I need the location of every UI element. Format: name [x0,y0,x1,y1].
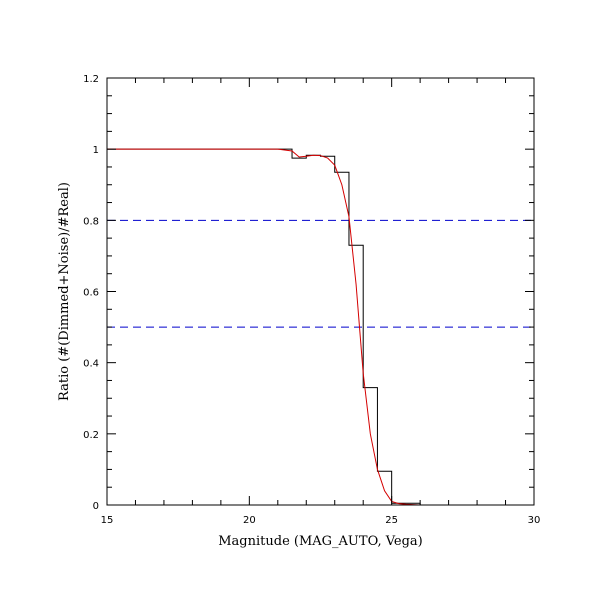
x-axis-label: Magnitude (MAG_AUTO, Vega) [218,534,423,549]
x-tick-label: 30 [528,515,541,526]
fit-curve-series [107,148,534,506]
y-axis-label: Ratio (#(Dimmed+Noise)/#Real) [57,182,72,401]
plot-area [107,148,534,506]
x-tick-label: 15 [101,515,114,526]
y-tick-label: 0 [93,501,99,512]
reference-lines [107,219,534,328]
plot-frame [106,77,535,506]
y-tick-label: 0.8 [83,216,99,227]
y-tick-label: 1.2 [83,74,99,85]
y-tick-label: 0.6 [83,288,99,299]
axis-ticks [106,77,535,506]
tick-labels: 15 20 25 30 0 0.2 0.4 0.6 0.8 1 1.2 [83,74,540,526]
x-tick-label: 25 [385,515,398,526]
y-tick-label: 0.4 [83,359,99,370]
y-tick-label: 0.2 [83,430,99,441]
y-tick-label: 1 [93,145,99,156]
x-tick-label: 20 [243,515,256,526]
